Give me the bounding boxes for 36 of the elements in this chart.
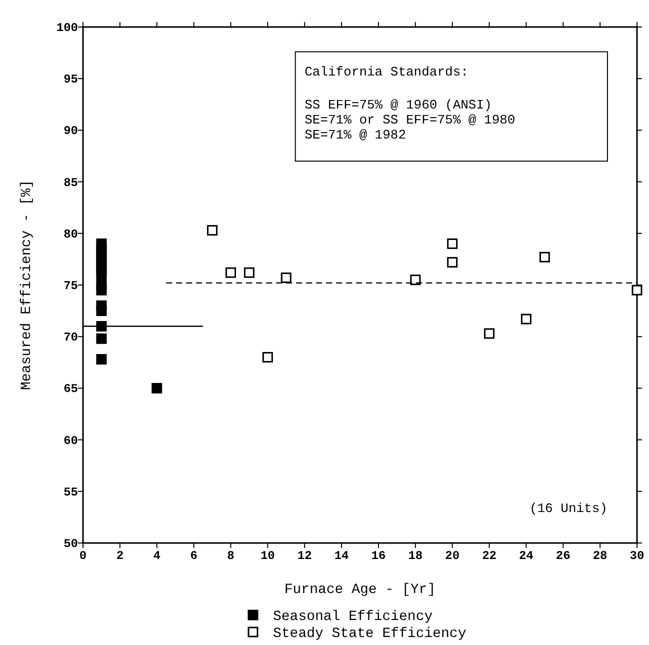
annotation: SE=71% @ 1982 bbox=[304, 128, 406, 143]
x-tick-label: 2 bbox=[116, 549, 124, 563]
legend-label: Seasonal Efficiency bbox=[273, 609, 433, 625]
annotation: (16 Units) bbox=[529, 501, 608, 516]
x-tick-label: 28 bbox=[592, 549, 608, 563]
x-tick-label: 24 bbox=[518, 549, 534, 563]
x-axis-title: Furnace Age - [Yr] bbox=[284, 582, 436, 598]
y-tick-label: 65 bbox=[64, 382, 78, 396]
y-tick-label: 50 bbox=[64, 537, 78, 551]
x-tick-label: 26 bbox=[556, 549, 570, 563]
legend-label: Steady State Efficiency bbox=[273, 626, 466, 642]
x-tick-label: 22 bbox=[482, 549, 496, 563]
y-tick-label: 70 bbox=[64, 330, 78, 345]
x-tick-label: 30 bbox=[630, 549, 644, 563]
y-tick-label: 80 bbox=[64, 227, 78, 242]
y-tick-label: 75 bbox=[64, 279, 78, 293]
x-tick-label: 20 bbox=[445, 549, 460, 563]
x-tick-label: 4 bbox=[153, 549, 160, 563]
x-tick-label: 12 bbox=[297, 549, 312, 563]
x-tick-label: 6 bbox=[190, 549, 198, 563]
annotation: SS EFF=75% @ 1960 (ANSI) bbox=[304, 98, 492, 113]
annotation: California Standards: bbox=[304, 64, 468, 80]
y-tick-label: 55 bbox=[64, 485, 78, 500]
y-tick-label: 90 bbox=[64, 124, 78, 138]
y-tick-label: 60 bbox=[64, 434, 78, 448]
x-tick-label: 10 bbox=[260, 549, 275, 563]
x-tick-label: 16 bbox=[371, 549, 386, 563]
y-tick-label: 95 bbox=[64, 72, 78, 87]
x-tick-label: 18 bbox=[408, 549, 423, 563]
y-tick-label: 100 bbox=[56, 21, 78, 35]
y-tick-label: 85 bbox=[64, 176, 78, 190]
x-tick-label: 0 bbox=[79, 549, 87, 563]
y-axis-title: Measured Efficiency - [%] bbox=[19, 180, 35, 390]
annotation: SE=71% or SS EFF=75% @ 1980 bbox=[304, 112, 516, 128]
x-tick-label: 14 bbox=[334, 549, 349, 563]
x-tick-label: 8 bbox=[227, 549, 234, 563]
